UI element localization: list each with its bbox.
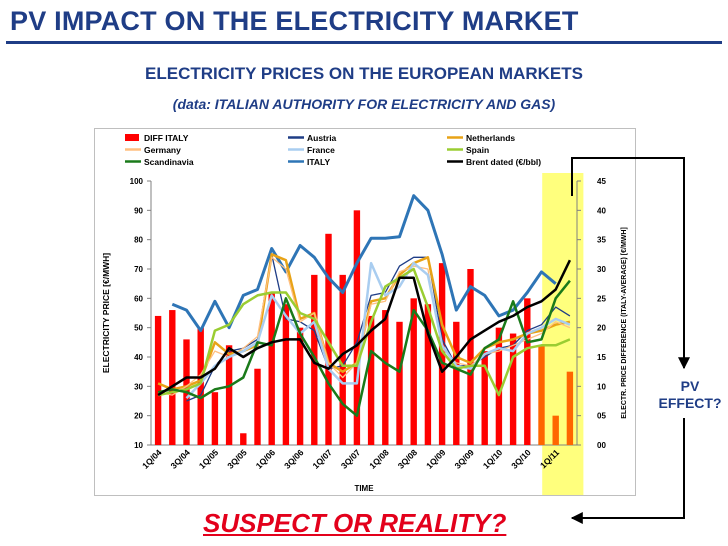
y-tick-label-right: 40 — [597, 206, 606, 215]
page-title: PV IMPACT ON THE ELECTRICITY MARKET — [10, 6, 579, 36]
chart-frame: 10 20 30 40 50 60 70 80 90 100 00 05 10 15 20 25 30 35 40 4… — [94, 128, 636, 496]
bar-diff-italy — [424, 304, 432, 445]
y-tick-label-right: 20 — [597, 324, 606, 333]
y-tick-label-left: 10 — [134, 441, 143, 450]
y-axis-title-right: ELECTR. PRICE DIFFERENCE (ITALY-AVERAGE)… — [621, 227, 628, 419]
y-tick-label-right: 10 — [597, 382, 606, 391]
pv-effect-label: PV EFFECT? — [650, 378, 728, 412]
y-tick-label-left: 80 — [134, 236, 143, 245]
series-line-italy — [171, 194, 557, 333]
y-tick-label-left: 100 — [130, 177, 144, 186]
bar-diff-italy — [353, 210, 361, 445]
bar-diff-italy — [552, 415, 559, 445]
pv-label-line2: EFFECT? — [658, 395, 722, 411]
bar-diff-italy — [339, 274, 346, 445]
y-tick-label-right: 35 — [597, 236, 606, 245]
bar-diff-italy — [268, 292, 275, 445]
series-line-austria — [186, 253, 571, 402]
suspect-or-reality-label: SUSPECT OR REALITY? — [203, 508, 507, 538]
legend-label: Scandinavia — [144, 157, 194, 167]
legend-swatch — [125, 134, 139, 141]
x-tick-label: 1Q/05 — [197, 447, 221, 471]
x-tick-label: 3Q/06 — [282, 447, 306, 471]
bar-diff-italy — [481, 351, 488, 445]
y-tick-label-left: 30 — [134, 382, 143, 391]
bar-diff-italy — [367, 315, 375, 445]
series-line-spain — [157, 267, 571, 397]
x-tick-label: 1Q/04 — [140, 447, 164, 471]
legend-label: Austria — [307, 133, 337, 143]
bar-diff-italy — [311, 274, 318, 445]
bar-diff-italy — [524, 298, 531, 445]
legend-label: DIFF ITALY — [144, 133, 189, 143]
y-tick-label-left: 40 — [134, 353, 143, 362]
bar-diff-italy — [509, 333, 517, 445]
chart-subtitle: ELECTRICITY PRICES ON THE EUROPEAN MARKE… — [145, 64, 583, 83]
y-tick-label-left: 70 — [134, 265, 143, 274]
bar-diff-italy — [240, 433, 247, 445]
bar-diff-italy — [296, 327, 304, 445]
bar-diff-italy — [438, 263, 446, 445]
series-line-france — [185, 261, 571, 399]
electricity-price-chart: 10 20 30 40 50 60 70 80 90 100 00 05 10 15 20 25 30 35 40 4… — [101, 133, 628, 495]
bar-diff-italy — [382, 310, 389, 445]
y-tick-label-right: 25 — [597, 294, 606, 303]
bar-diff-italy — [154, 315, 162, 445]
series-line-brent-dated-bbl — [157, 259, 572, 397]
series-line-scandinavia — [157, 279, 571, 417]
x-tick-label: 1Q/06 — [254, 447, 278, 471]
y-tick-label-right: 30 — [597, 265, 606, 274]
data-source-note: (data: ITALIAN AUTHORITY FOR ELECTRICITY… — [172, 96, 556, 112]
legend-label: Germany — [144, 145, 181, 155]
legend-label: Netherlands — [466, 133, 515, 143]
bar-diff-italy — [566, 371, 574, 445]
bar-diff-italy — [254, 368, 261, 445]
legend-label: ITALY — [307, 157, 330, 167]
bar-diff-italy — [225, 345, 233, 445]
x-tick-label: 3Q/04 — [168, 447, 192, 471]
bar-diff-italy — [467, 269, 474, 445]
x-tick-label: 3Q/05 — [225, 447, 249, 471]
x-tick-label: 1Q/08 — [367, 447, 391, 471]
bar-diff-italy — [538, 345, 545, 445]
title-divider — [6, 41, 722, 44]
y-tick-label-left: 20 — [134, 412, 143, 421]
bar-diff-italy — [325, 233, 332, 445]
bar-diff-italy — [211, 392, 219, 445]
bar-diff-italy — [495, 327, 503, 445]
pv-label-line1: PV — [680, 378, 700, 394]
y-tick-label-left: 90 — [134, 206, 143, 215]
bar-diff-italy — [197, 327, 204, 445]
bar-diff-italy — [410, 298, 417, 445]
y-tick-label-left: 50 — [134, 324, 143, 333]
x-tick-label: 1Q/09 — [424, 447, 448, 471]
legend-label: Spain — [466, 145, 489, 155]
x-tick-label: 1Q/10 — [481, 447, 505, 471]
y-tick-label-left: 60 — [134, 294, 143, 303]
x-tick-label: 3Q/08 — [396, 447, 420, 471]
x-tick-label: 1Q/07 — [310, 447, 334, 471]
bar-diff-italy — [453, 321, 460, 445]
x-tick-label: 3Q/07 — [339, 447, 363, 471]
y-tick-label-right: 00 — [597, 441, 606, 450]
x-tick-label: 3Q/09 — [452, 447, 476, 471]
legend-label: Brent dated (€/bbl) — [466, 157, 541, 167]
y-tick-label-right: 05 — [597, 412, 606, 421]
y-axis-title-left: ELECTRICITY PRICE [€/MWH] — [101, 253, 111, 373]
x-tick-label: 3Q/10 — [509, 447, 533, 471]
y-tick-label-right: 15 — [597, 353, 606, 362]
bar-diff-italy — [282, 304, 290, 445]
x-axis-title: TIME — [354, 484, 374, 493]
legend-label: France — [307, 145, 335, 155]
y-tick-label-right: 45 — [597, 177, 606, 186]
bar-diff-italy — [169, 310, 176, 445]
bar-diff-italy — [396, 321, 403, 445]
